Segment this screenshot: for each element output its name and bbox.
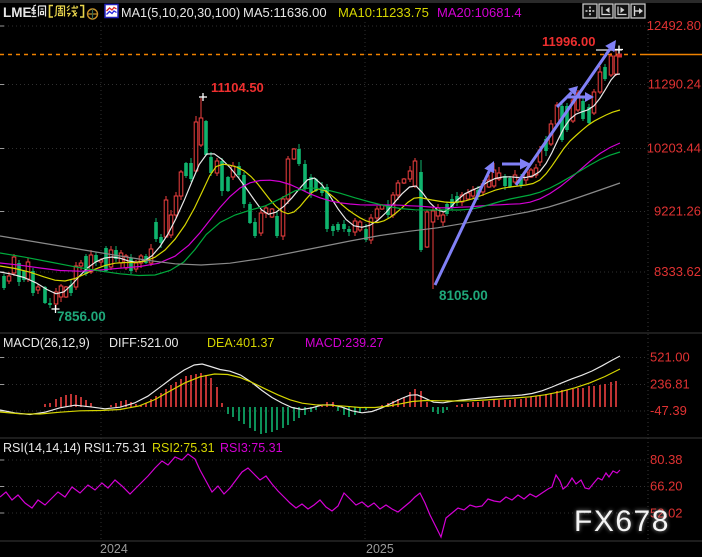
svg-text:RSI1:75.31: RSI1:75.31 (84, 441, 147, 455)
svg-text:-47.39: -47.39 (650, 403, 687, 418)
svg-text:DEA:401.37: DEA:401.37 (207, 336, 274, 350)
svg-text:12492.80: 12492.80 (647, 18, 701, 33)
svg-text:MACD(26,12,9): MACD(26,12,9) (3, 336, 90, 350)
svg-text:236.81: 236.81 (650, 377, 690, 392)
svg-text:MA5:11636.00: MA5:11636.00 (243, 5, 327, 20)
svg-text:80.38: 80.38 (650, 452, 683, 467)
svg-text:8105.00: 8105.00 (439, 288, 488, 303)
svg-text:LME: LME (3, 5, 32, 20)
svg-text:MA10:11233.75: MA10:11233.75 (338, 5, 429, 20)
svg-text:8333.62: 8333.62 (654, 264, 701, 279)
svg-text:52.02: 52.02 (650, 506, 683, 521)
svg-text:MACD:239.27: MACD:239.27 (305, 336, 384, 350)
svg-text:66.20: 66.20 (650, 479, 683, 494)
svg-text:2025: 2025 (366, 542, 394, 556)
svg-text:MA1(5,10,20,30,100): MA1(5,10,20,30,100) (121, 6, 240, 20)
svg-text:DIFF:521.00: DIFF:521.00 (109, 336, 179, 350)
svg-text:10203.44: 10203.44 (647, 141, 701, 156)
svg-text:521.00: 521.00 (650, 350, 690, 365)
svg-text:MA20:10681.4: MA20:10681.4 (437, 5, 522, 20)
svg-text:FX678: FX678 (574, 505, 670, 538)
svg-text:7856.00: 7856.00 (57, 309, 106, 324)
svg-text:9221.26: 9221.26 (654, 204, 701, 219)
svg-text:RSI2:75.31: RSI2:75.31 (152, 441, 215, 455)
svg-text:11104.50: 11104.50 (211, 80, 264, 95)
svg-text:RSI(14,14,14): RSI(14,14,14) (3, 441, 81, 455)
svg-text:11290.24: 11290.24 (648, 77, 701, 92)
svg-text:FX678: FX678 (574, 505, 670, 538)
svg-text:2024: 2024 (100, 542, 128, 556)
svg-text:RSI3:75.31: RSI3:75.31 (220, 441, 283, 455)
svg-text:11996.00: 11996.00 (542, 34, 596, 49)
